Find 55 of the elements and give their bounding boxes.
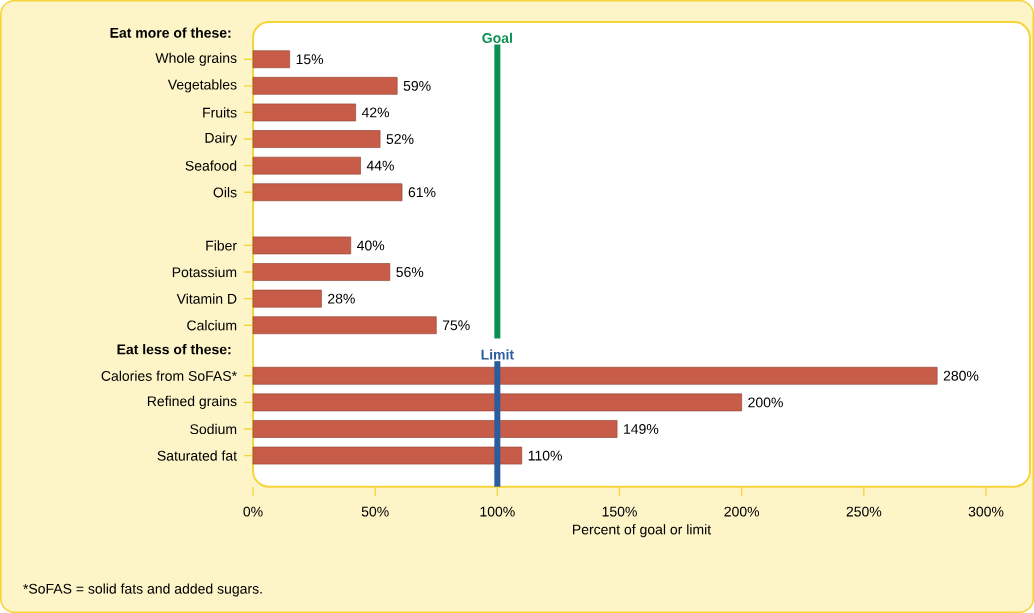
chart-title: Eat more of these: [110,27,231,38]
data-label: 280% [943,370,979,381]
x-axis-title: Percent of goal or limit [573,524,712,538]
bar [252,366,938,385]
x-tick-label: 0% [243,506,263,517]
y-tick-label: Dairy [205,132,238,146]
bar [252,103,356,122]
data-label: 15% [296,54,324,65]
bar [252,420,618,438]
y-tick-label: Vitamin D [176,293,237,304]
data-label: 61% [408,187,436,198]
x-tick-label: 300% [968,506,1004,517]
bar [252,183,403,202]
chart-title: Eat less of these: [117,344,231,355]
data-label: 75% [442,320,470,331]
data-label: 56% [396,267,424,277]
x-tick-label: 250% [846,506,882,517]
y-tick-label: Oils [213,187,237,198]
bar [252,316,437,335]
y-tick-label: Saturated fat [157,450,237,461]
bar [252,50,290,69]
bar [252,156,361,175]
x-tick-label: 100% [480,506,515,517]
data-label: 149% [624,424,659,434]
y-tick-label: Sodium [190,423,237,435]
text: *SoFAS = solid fats and added sugars. [23,583,262,597]
data-label: 42% [361,107,390,118]
bar [252,76,398,95]
y-tick-label: Whole grains [155,52,237,66]
y-tick-label: Potassium [172,266,237,278]
bar [252,263,391,281]
data-label: 44% [366,160,394,171]
y-tick-label: Calcium [187,320,237,331]
data-label: 52% [386,134,414,144]
x-tick-label: 200% [724,506,760,517]
data-label: 28% [328,293,355,304]
x-tick-label: 50% [361,506,389,517]
bar [252,393,743,412]
data-label: 110% [528,450,562,461]
data-label: 59% [403,80,431,91]
y-tick-label: Fruits [203,107,237,118]
ref-line-label: Limit [481,349,514,360]
x-tick-label: 150% [602,506,637,517]
y-tick-label: Fiber [206,240,237,251]
bar [252,236,352,255]
y-tick-label: Seafood [185,160,237,171]
y-tick-label: Vegetables [167,79,237,93]
data-label: 40% [356,240,385,251]
bar [252,130,381,148]
ref-line-label: Goal [482,32,512,44]
y-tick-label: Refined grains [147,395,237,409]
bar [252,289,322,308]
data-label: 200% [748,397,783,408]
y-tick-label: Calories from SoFAS* [101,370,237,381]
bar [252,446,523,465]
